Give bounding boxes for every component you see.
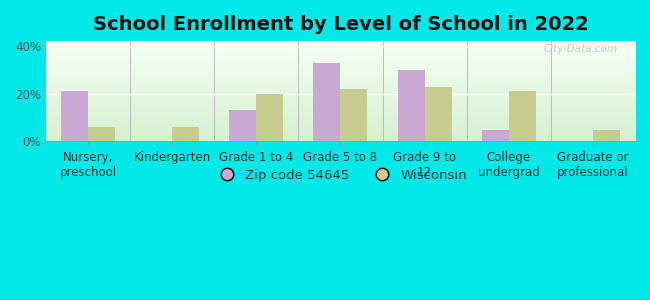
Bar <box>229 110 256 142</box>
Bar <box>313 63 341 142</box>
Bar <box>88 127 115 142</box>
Bar <box>341 89 367 142</box>
Bar <box>424 86 452 142</box>
Bar <box>398 70 424 142</box>
Bar <box>61 91 88 142</box>
Bar <box>172 127 199 142</box>
Title: School Enrollment by Level of School in 2022: School Enrollment by Level of School in … <box>92 15 588 34</box>
Bar <box>509 91 536 142</box>
Legend: Zip code 54645, Wisconsin: Zip code 54645, Wisconsin <box>208 164 473 187</box>
Bar <box>593 130 620 142</box>
Text: City-Data.com: City-Data.com <box>543 44 618 54</box>
Bar <box>482 130 509 142</box>
Bar <box>256 94 283 142</box>
